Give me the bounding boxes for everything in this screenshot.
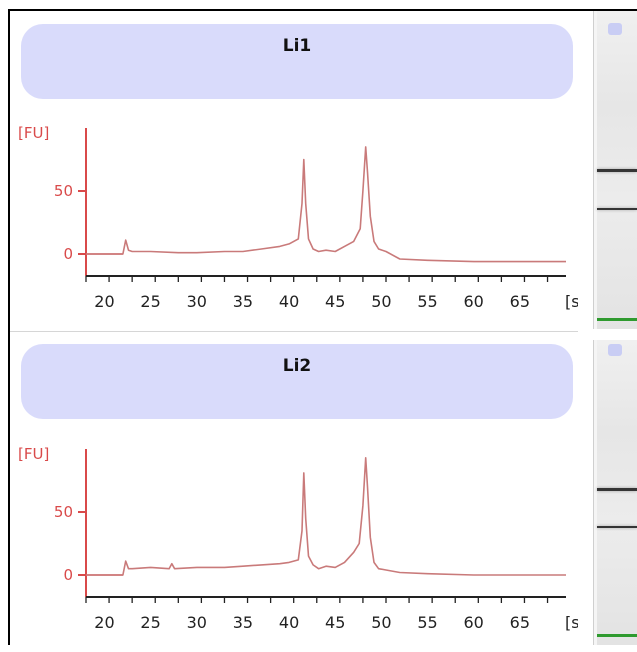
x-tick-label: 20 (94, 613, 114, 632)
series-line (86, 146, 566, 263)
gel-lane-1 (593, 11, 637, 329)
x-tick-label: 45 (325, 292, 345, 311)
sample-title: Li1 (282, 36, 312, 56)
x-tick-label: 55 (417, 613, 437, 632)
electropherogram-panel-2: Li2 [FU] 0 50 20 25 30 35 40 45 50 55 60 65 [s] (10, 331, 578, 652)
electropherogram-chart: [FU] 0 50 20 25 30 35 40 45 50 55 60 65 [s] (18, 445, 578, 632)
x-tick-label: 40 (279, 292, 299, 311)
lane-marker-icon (608, 344, 622, 356)
x-tick-label: 65 (510, 292, 530, 311)
x-tick-label: 20 (94, 292, 114, 311)
gel-band (597, 488, 637, 491)
lane-marker-icon (608, 23, 622, 35)
x-tick-label: 35 (233, 613, 253, 632)
x-tick-label: 50 (371, 292, 391, 311)
y-tick-label: 0 (63, 245, 73, 263)
sample-header: Li2 (21, 344, 573, 419)
sample-title: Li2 (282, 356, 312, 376)
x-axis-label: [s] (565, 613, 578, 632)
y-axis-label: [FU] (18, 445, 49, 463)
gel-lane-background (597, 340, 637, 645)
x-tick-label: 30 (187, 613, 207, 632)
x-tick-label: 45 (325, 613, 345, 632)
x-tick-label: 60 (464, 613, 484, 632)
x-tick-label: 50 (371, 613, 391, 632)
sample-header: Li1 (21, 24, 573, 99)
series-line (86, 456, 566, 576)
x-tick-label: 25 (140, 613, 160, 632)
y-tick-label: 50 (54, 503, 73, 521)
x-tick-label: 30 (187, 292, 207, 311)
gel-marker-line (597, 318, 637, 321)
electropherogram-panel-1: Li1 [FU] 0 50 20 25 30 35 40 45 50 55 60 65 [s] (10, 11, 578, 331)
y-axis-label: [FU] (18, 124, 49, 142)
window-frame (8, 9, 637, 645)
x-axis-label: [s] (565, 292, 578, 311)
gel-band (597, 526, 637, 528)
x-tick-label: 40 (279, 613, 299, 632)
gel-band (597, 208, 637, 210)
gel-marker-line (597, 634, 637, 637)
electropherogram-chart: [FU] 0 50 20 25 30 35 40 45 50 55 60 65 [s] (18, 124, 578, 311)
y-tick-label: 50 (54, 182, 73, 200)
x-tick-label: 35 (233, 292, 253, 311)
y-tick-label: 0 (63, 566, 73, 584)
gel-band (597, 169, 637, 172)
x-tick-label: 55 (417, 292, 437, 311)
x-tick-label: 65 (510, 613, 530, 632)
gel-lane-2 (593, 340, 637, 645)
x-tick-label: 60 (464, 292, 484, 311)
x-tick-label: 25 (140, 292, 160, 311)
